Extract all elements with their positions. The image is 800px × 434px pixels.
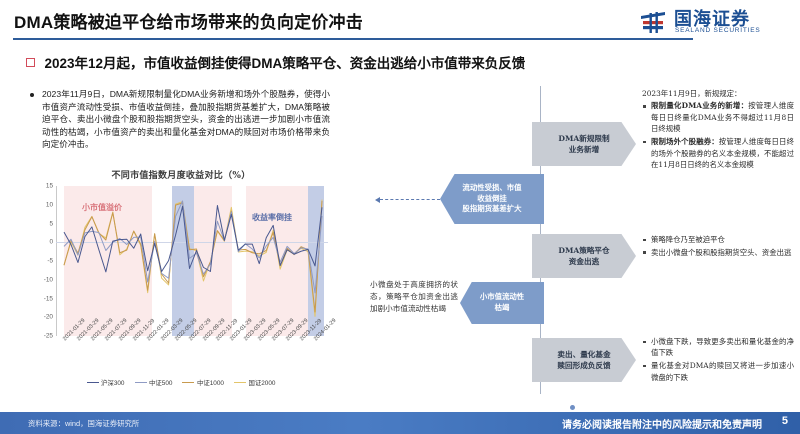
flow-description-2-list: 策略降仓乃至被迫平仓 卖出小微盘个股和股指期货空头、资金出逃 [642,234,794,258]
chart-annotation-premium: 小市值溢价 [82,202,122,212]
flow-node-liquidity-dry-line1: 小市值流动性 [479,292,525,302]
chart-series-0 [63,205,323,273]
list-item: 限制量化DMA业务的新增：按管理人维度每日日终量化DMA业务不得超过11月8日日… [643,100,794,134]
flow-description-3-item1: 小微盘下跌，导致更多卖出和量化基金的净值下跌 [651,337,794,358]
list-item: 策略降仓乃至被迫平仓 [643,234,794,245]
chart-ytick: 0 [49,238,53,246]
chart-ytick: -20 [43,313,53,321]
list-item: 量化基金对DMA的赎回又将进一步加速小微盘的下跌 [643,360,794,383]
chart-ytick: -10 [43,276,53,284]
chart-ytick: -15 [43,295,53,302]
flow-node-negative-feedback-line2: 赎回形成负反馈 [557,361,611,370]
flow-description-1-item1-strong: 限制量化DMA业务的新增： [651,101,749,111]
flow-node-liquidity-impair-line1: 流动性受损、市值 [462,182,522,192]
flow-node-dma-rule: DMA新规限制 业务新增 [532,122,636,166]
flow-description-1-item1-rest: 按管理人维度每日日终量化DMA业务不得超过11月8日日终规模 [651,101,794,134]
flow-description-1-item2-rest: 按管理人维度每日日终的场外个股融券的名义本金规模，不能超过在11月8日日终的名义… [651,137,794,169]
body-paragraph-text: 2023年11月9日，DMA新规限制量化DMA业务新增和场外个股融券，使得小市值… [42,89,330,150]
chart-legend-label: 中证1000 [196,380,224,387]
logo-name-cn: 国海证券 [674,9,750,29]
round-bullet-icon [30,93,34,97]
chart-title: 不同市值指数月度收益对比（%） [111,171,251,181]
chart-plot-area: 15 10 5 0 -5 -10 -15 -20 -25 小市值溢价 收益率倒挂 [44,183,328,340]
chart-ytick: -5 [47,257,53,265]
flow-node-dma-liquidation-line1: DMA策略平仓 [558,246,610,255]
page-title: DMA策略被迫平仓给市场带来的负向定价冲击 [14,13,363,32]
lead-bullet: 2023年12月起，市值收益倒挂使得DMA策略平仓、资金出逃给小市值带来负反馈 [26,52,726,72]
chart-zero-line [56,242,328,244]
chart-annotation-inverse: 收益率倒挂 [252,212,292,222]
chart-band-premium-3 [246,186,308,336]
chart-legend-swatch [86,381,99,384]
footer-source: 资料来源：wind，国海证券研究所 [28,419,140,428]
flow-node-negative-feedback-line1: 卖出、量化基金 [557,350,611,359]
arrow-left-icon [375,196,380,203]
chart-ytick: 15 [45,182,53,190]
flow-description-1-heading: 2023年11月9日，新规规定： [642,89,742,98]
body-paragraph: 2023年11月9日，DMA新规限制量化DMA业务新增和场外个股融券，使得小市值… [30,88,330,151]
chart-legend-item[interactable]: 沪深300 [86,378,125,387]
footer-page-number: 5 [781,415,788,427]
flow-node-liquidity-impair-line2: 收益倒挂 [477,193,507,203]
flow-side-note: 小微盘处于高度拥挤的状态，策略平仓加资金出逃加剧小市值流动性枯竭 [370,280,458,313]
chart-legend-swatch [233,381,246,384]
flow-connector-dashed [375,196,440,203]
list-item: 限制场外个股融券：按管理人维度每日日终的场外个股融券的名义本金规模，不能超过在1… [643,136,794,170]
flow-description-2: 策略降仓乃至被迫平仓 卖出小微盘个股和股指期货空头、资金出逃 [642,234,794,260]
flow-node-dma-rule-line2: 业务新增 [568,145,600,154]
chart-legend: 沪深300 中证500 中证1000 国证2000 [22,378,340,387]
flow-node-liquidity-impair-line3: 股指期货基差扩大 [462,204,522,214]
list-item: 小微盘下跌，导致更多卖出和量化基金的净值下跌 [643,336,794,359]
flow-description-2-item1: 策略降仓乃至被迫平仓 [651,235,725,244]
footer-bar: 资料来源：wind，国海证券研究所 请务必阅读报告附注中的风险提示和免责声明 5 [0,412,800,434]
flow-description-1-list: 限制量化DMA业务的新增：按管理人维度每日日终量化DMA业务不得超过11月8日日… [642,100,794,170]
logo-name-en: SEALAND SECURITIES [675,27,761,34]
flow-description-3: 小微盘下跌，导致更多卖出和量化基金的净值下跌 量化基金对DMA的赎回又将进一步加… [642,336,794,385]
flow-node-liquidity-dry-line2: 枯竭 [494,303,510,312]
chart-legend-swatch [182,381,195,384]
chart-band-inverse-1 [172,186,194,336]
flow-description-3-list: 小微盘下跌，导致更多卖出和量化基金的净值下跌 量化基金对DMA的赎回又将进一步加… [642,336,794,383]
chart-y-axis [56,186,57,336]
flow-description-1-item2-strong: 限制场外个股融券： [651,137,719,147]
square-bullet-icon [26,57,35,67]
logo-mark-icon [638,7,668,37]
title-divider [13,38,693,40]
footer-disclaimer: 请务必阅读报告附注中的风险提示和免责声明 [562,420,762,431]
flow-description-3-item2: 量化基金对DMA的赎回又将进一步加速小微盘的下跌 [651,361,794,382]
flow-node-liquidity-dry: 小市值流动性 枯竭 [460,282,544,324]
chart-legend-item[interactable]: 中证1000 [182,378,224,387]
chart-legend-swatch [134,381,147,384]
flow-description-2-item2: 卖出小微盘个股和股指期货空头、资金出逃 [651,247,792,257]
chart-ytick: 10 [45,201,53,209]
flow-node-dma-liquidation-line2: 资金出逃 [568,257,600,266]
lead-bullet-text: 2023年12月起，市值收益倒挂使得DMA策略平仓、资金出逃给小市值带来负反馈 [44,56,526,71]
flow-node-liquidity-impair: 流动性受损、市值 收益倒挂 股指期货基差扩大 [440,174,544,224]
flow-node-dma-liquidation: DMA策略平仓 资金出逃 [532,234,636,278]
footer-decorative-dot [570,405,575,410]
chart-series-lines [63,199,323,317]
chart-legend-item[interactable]: 中证500 [134,378,173,387]
flow-node-negative-feedback: 卖出、量化基金 赎回形成负反馈 [532,338,636,382]
chart-legend-label: 中证500 [149,380,173,387]
chart-container: 不同市值指数月度收益对比（%） 15 10 5 0 -5 -10 -15 -20… [22,168,340,398]
list-item: 卖出小微盘个股和股指期货空头、资金出逃 [643,247,794,258]
flow-node-dma-rule-line1: DMA新规限制 [558,134,610,143]
company-logo: 国海证券 SEALAND SECURITIES [638,6,790,38]
chart-ytick: -25 [43,332,53,340]
chart-legend-label: 沪深300 [101,380,125,387]
chart-ytick: 5 [49,220,53,227]
flow-diagram: DMA新规限制 业务新增 DMA策略平仓 资金出逃 卖出、量化基金 赎回形成负反… [352,86,794,398]
chart-legend-label: 国证2000 [248,380,276,387]
chart-legend-item[interactable]: 国证2000 [233,378,276,387]
flow-description-1: 2023年11月9日，新规规定： 限制量化DMA业务的新增：按管理人维度每日日终… [642,88,794,172]
